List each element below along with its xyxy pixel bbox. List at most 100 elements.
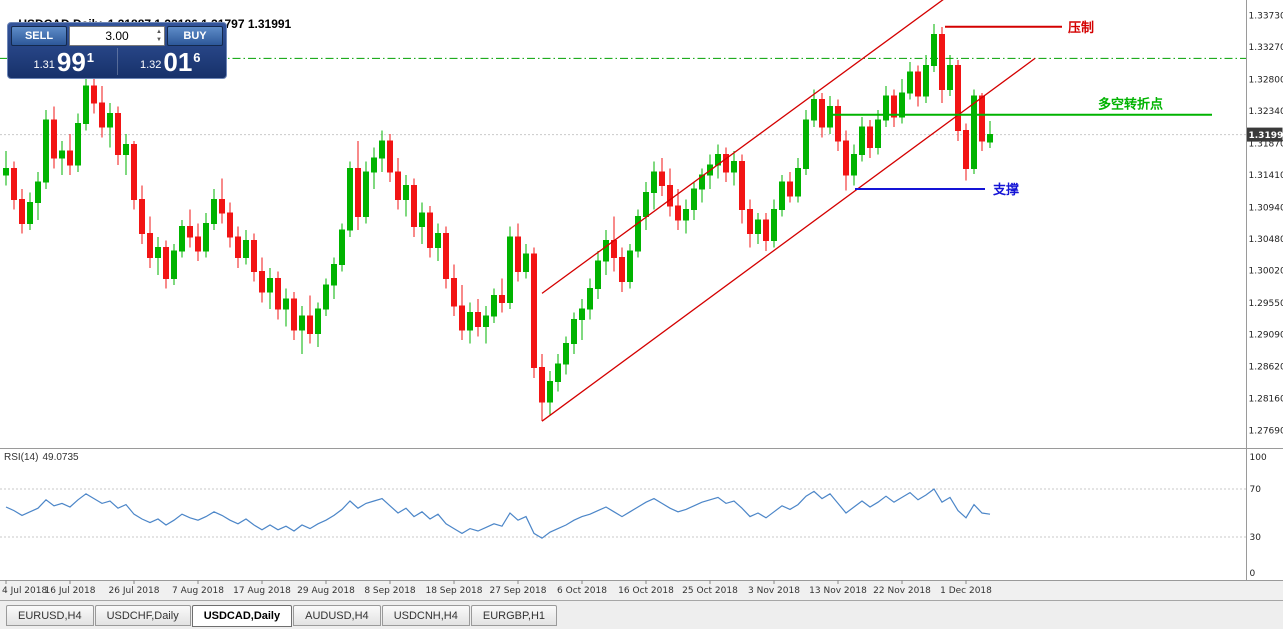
candle [339,223,345,272]
candle [907,61,913,100]
date-axis-label: 13 Nov 2018 [809,586,867,596]
price-axis-label: 1.31870 [1249,139,1283,149]
volume-value: 3.00 [105,29,129,43]
price-axis-label: 1.31410 [1249,171,1283,181]
bid-big-digits: 99 [56,47,86,77]
candle [699,168,705,203]
candle [939,26,945,104]
candle [947,54,953,97]
candle [467,302,473,344]
candle [275,271,281,320]
resistance-label[interactable]: 压制 [1068,20,1094,36]
candle [43,109,49,189]
chart-tab-bar: EURUSD,H4 USDCHF,Daily USDCAD,Daily AUDUSD,… [0,600,1283,629]
date-axis-label: 6 Oct 2018 [557,586,607,596]
candle [955,59,961,141]
candle [739,154,745,224]
candle [283,288,289,327]
candle [131,140,137,210]
candle [651,161,657,210]
candle [931,24,937,73]
candle [211,188,217,231]
candle [11,161,17,210]
current-price-box [1246,127,1283,142]
tab-eurusd-h4[interactable]: EURUSD,H4 [6,605,94,626]
date-axis-label: 8 Sep 2018 [364,586,416,596]
candle [859,116,865,162]
candle [379,130,385,172]
date-axis-label: 17 Aug 2018 [233,586,291,596]
candle [507,226,513,310]
candle [899,79,905,124]
date-axis-label: 27 Sep 2018 [489,586,546,596]
rsi-indicator-label: RSI(14) 49.0735 [4,452,79,463]
candle [299,305,305,354]
candle [35,171,41,220]
candle [515,223,521,282]
volume-field[interactable]: 3.00 ▲ ▼ [69,26,165,46]
volume-down-icon[interactable]: ▼ [156,37,162,43]
candle [219,178,225,224]
ask-price[interactable]: 1.32 01 6 [118,48,224,75]
price-axis-label: 1.29090 [1249,330,1283,340]
candle [531,247,537,378]
price-axis-label: 1.28620 [1249,363,1283,373]
candle [675,188,681,231]
channel-upper-line[interactable] [541,0,952,294]
tab-usdcad-daily[interactable]: USDCAD,Daily [191,605,293,627]
volume-spinner: ▲ ▼ [156,28,162,44]
candle [771,199,777,248]
pivot-label[interactable]: 多空转折点 [1098,97,1163,113]
date-axis-label: 25 Oct 2018 [682,586,738,596]
candle [579,298,585,341]
candle [163,240,169,289]
candle [691,182,697,220]
candle [403,175,409,217]
candle [827,96,833,134]
candle [3,151,9,186]
volume-up-icon[interactable]: ▲ [156,29,162,35]
candle [355,140,361,231]
candle [419,202,425,244]
rsi-axis-label: 100 [1250,453,1267,463]
candle [603,230,609,275]
candle [539,353,545,422]
candle [747,199,753,248]
candle [67,133,73,176]
date-axis-label: 4 Jul 2018 [2,586,47,596]
price-axis: 1.33730 1.33270 1.32800 1.32340 1.31870 1.314… [1246,12,1283,437]
candle [835,99,841,152]
candle [387,133,393,183]
chart-canvas[interactable]: 压制多空转折点支撑1.337301.332701.328001.323401.3… [0,0,1283,600]
support-label[interactable]: 支撑 [992,182,1019,198]
tab-eurgbp-h1[interactable]: EURGBP,H1 [470,605,558,626]
candle [627,243,633,289]
rsi-name: RSI(14) [4,452,39,463]
candle [963,123,969,181]
ask-pipette: 6 [193,50,201,65]
sell-button[interactable]: SELL [11,26,67,46]
tab-usdchf-daily[interactable]: USDCHF,Daily [94,605,191,626]
channel-lower-line[interactable] [541,57,1036,422]
price-axis-label: 1.32340 [1249,107,1283,117]
candle [867,120,873,159]
candle [643,182,649,231]
candle [235,226,241,268]
tab-usdcnh-h4[interactable]: USDCNH,H4 [381,605,470,626]
price-axis-label: 1.29550 [1249,299,1283,309]
candle [459,285,465,341]
candle [27,192,33,231]
candle [203,213,209,258]
tab-audusd-h4[interactable]: AUDUSD,H4 [293,605,381,626]
candle [123,133,129,176]
candle [331,257,337,299]
candle [683,199,689,234]
candle [571,312,577,354]
candle [803,109,809,176]
price-axis-label: 1.28160 [1249,394,1283,404]
candle [555,353,561,392]
bid-price[interactable]: 1.31 99 1 [11,48,118,75]
buy-button[interactable]: BUY [167,26,223,46]
